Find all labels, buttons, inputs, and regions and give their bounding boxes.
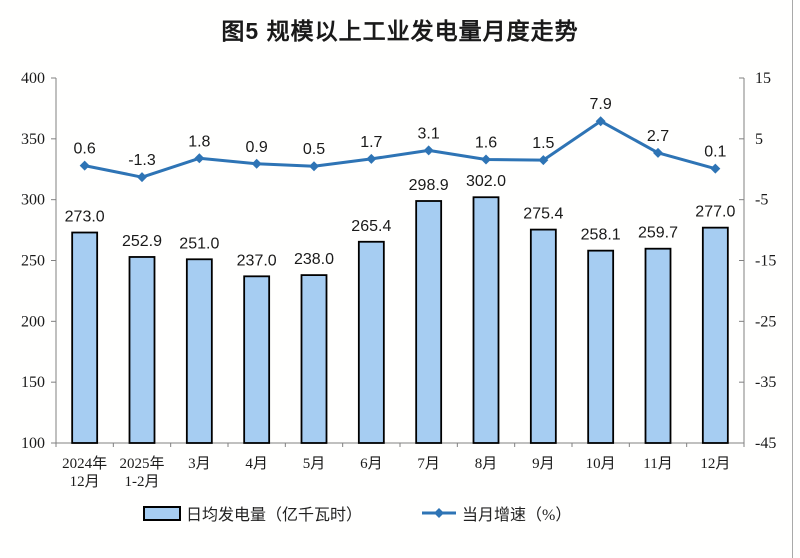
bar (587, 249, 615, 444)
line-marker-icon (251, 158, 262, 169)
right-axis-tick-label: -35 (755, 374, 776, 391)
category-label: 12月 (700, 456, 730, 472)
legend-item-line: 当月增速（%） (421, 501, 571, 525)
left-axis-tick-label: 250 (21, 253, 45, 270)
bar (185, 258, 213, 444)
line-marker-icon (79, 160, 90, 171)
right-axis-tick-label: 5 (755, 131, 763, 148)
line-marker-icon (595, 116, 606, 127)
legend-line-label: 当月增速（%） (462, 507, 572, 524)
category-label: 12月 (70, 474, 100, 490)
line-value-label: -1.3 (128, 152, 156, 169)
left-axis-tick-label: 150 (21, 374, 45, 391)
line-value-label: 3.1 (418, 125, 440, 142)
left-axis-tick-label: 200 (21, 313, 45, 330)
line-marker-icon (423, 145, 434, 156)
category-label: 7月 (417, 456, 440, 472)
bar-value-label: 277.0 (695, 204, 735, 221)
line-value-label: 7.9 (590, 96, 612, 113)
line-value-label: 1.5 (532, 135, 554, 152)
bar-value-label: 238.0 (294, 251, 334, 268)
bar (357, 240, 385, 444)
left-axis-tick-label: 100 (21, 435, 45, 452)
bar (128, 256, 156, 444)
line-value-label: 0.9 (246, 139, 268, 156)
bar-value-label: 259.7 (638, 225, 678, 242)
line-value-label: 2.7 (647, 128, 669, 145)
line-value-label: 0.6 (74, 141, 96, 158)
category-label: 4月 (245, 456, 268, 472)
bar-value-label: 298.9 (409, 177, 449, 194)
bar-value-label: 252.9 (122, 233, 162, 250)
bar-value-label: 237.0 (237, 252, 277, 269)
category-label: 5月 (303, 456, 326, 472)
line-marker-icon (137, 172, 147, 183)
legend-line-swatch-icon (422, 508, 456, 518)
line-marker-icon (710, 163, 721, 174)
bar-value-label: 251.0 (179, 235, 219, 252)
category-label: 9月 (532, 456, 555, 472)
bar (243, 275, 271, 444)
bar (472, 196, 500, 444)
right-axis-tick-label: -15 (755, 253, 776, 270)
left-axis-tick-label: 350 (21, 131, 45, 148)
category-label: 10月 (586, 456, 616, 472)
legend-item-bar: 日均发电量（亿千瓦时） (143, 501, 362, 525)
bar-value-label: 265.4 (351, 218, 391, 235)
line-marker-icon (366, 153, 377, 164)
legend-bar-swatch-icon (143, 505, 181, 521)
right-axis-tick-label: -5 (755, 192, 768, 209)
line-marker-icon (538, 155, 549, 166)
bar-value-label: 275.4 (523, 206, 563, 223)
legend-bar-label: 日均发电量（亿千瓦时） (186, 507, 363, 524)
bar-value-label: 258.1 (581, 227, 621, 244)
bar (71, 231, 99, 444)
line-value-label: 1.8 (188, 133, 210, 150)
line-value-label: 0.1 (704, 144, 726, 161)
line-marker-icon (309, 161, 319, 172)
right-axis-tick-label: -45 (755, 435, 776, 452)
category-label: 8月 (475, 456, 498, 472)
category-label: 3月 (188, 456, 211, 472)
bar-value-label: 273.0 (65, 209, 105, 226)
category-label: 6月 (360, 456, 383, 472)
category-label: 2024年 (62, 455, 107, 472)
trend-line (83, 119, 717, 179)
category-label: 2025年 (119, 455, 164, 472)
legend-line-marker (434, 508, 444, 518)
left-axis-tick-label: 400 (21, 70, 45, 87)
chart-title: 图5 规模以上工业发电量月度走势 (221, 18, 579, 44)
bar-value-label: 302.0 (466, 173, 506, 190)
left-axis-tick-label: 300 (21, 192, 45, 209)
bar (701, 226, 729, 444)
line-value-label: 1.6 (475, 135, 497, 152)
legend: 日均发电量（亿千瓦时） 当月增速（%） (0, 501, 800, 525)
bar (529, 228, 557, 444)
right-axis-tick-label: 15 (755, 70, 771, 87)
bar (415, 200, 443, 444)
line-marker-icon (194, 153, 205, 164)
line-marker-icon (481, 154, 491, 165)
line-value-label: 0.5 (303, 141, 325, 158)
page-right-border (792, 0, 793, 558)
line-marker-icon (653, 147, 663, 158)
category-label: 1-2月 (125, 474, 160, 490)
line-value-label: 1.7 (360, 134, 382, 151)
category-label: 11月 (643, 456, 672, 472)
right-axis-tick-label: -25 (755, 313, 776, 330)
bar (644, 247, 672, 444)
bar (300, 274, 328, 444)
